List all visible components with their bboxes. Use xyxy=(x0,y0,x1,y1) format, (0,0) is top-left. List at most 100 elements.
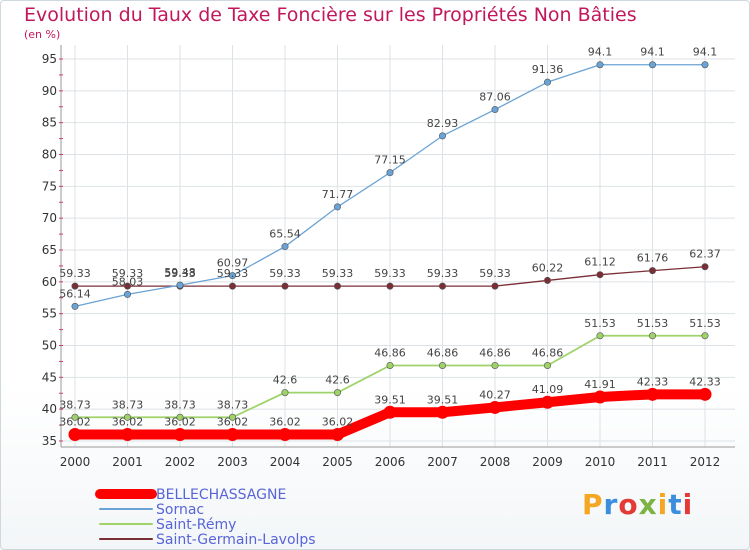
data-point xyxy=(701,61,709,69)
proxiti-logo: Proxiti xyxy=(582,488,693,521)
y-tick-label: 80 xyxy=(42,148,57,162)
data-label: 59.33 xyxy=(479,267,511,280)
data-label: 59.33 xyxy=(322,267,354,280)
data-label: 60.97 xyxy=(217,257,249,270)
data-point xyxy=(176,413,184,421)
data-label: 59.48 xyxy=(164,266,196,279)
x-tick-label: 2001 xyxy=(112,455,143,469)
data-label: 38.73 xyxy=(59,398,91,411)
data-label: 36.02 xyxy=(322,416,354,429)
data-label: 38.73 xyxy=(164,398,196,411)
data-point xyxy=(386,282,394,290)
y-tick-label: 65 xyxy=(42,243,57,257)
data-point xyxy=(124,282,132,290)
y-tick-label: 75 xyxy=(42,179,57,193)
data-point xyxy=(333,282,341,290)
grid xyxy=(61,45,735,447)
x-tick-label: 2008 xyxy=(480,455,511,469)
data-point xyxy=(701,263,709,271)
data-point xyxy=(543,276,551,284)
data-label: 36.02 xyxy=(217,416,249,429)
data-label: 60.22 xyxy=(532,261,564,274)
data-point xyxy=(229,413,237,421)
data-label: 59.33 xyxy=(374,267,406,280)
data-label: 56.14 xyxy=(59,287,91,300)
data-point xyxy=(121,428,134,442)
data-point xyxy=(173,428,187,442)
data-label: 58.03 xyxy=(112,275,144,288)
y-tick-label: 95 xyxy=(42,52,57,66)
data-point xyxy=(281,282,289,290)
chart-subtitle: (en %) xyxy=(24,28,61,41)
data-point xyxy=(281,389,289,397)
legend-label: Saint-Germain-Lavolps xyxy=(156,532,316,548)
data-label: 91.36 xyxy=(532,63,564,76)
data-label: 42.6 xyxy=(325,374,350,387)
data-label: 59.33 xyxy=(427,267,459,280)
data-label: 39.51 xyxy=(427,393,459,406)
data-point xyxy=(648,332,656,340)
data-point xyxy=(278,428,292,442)
data-label: 39.51 xyxy=(374,393,406,406)
data-label: 59.33 xyxy=(164,267,196,280)
y-tick-label: 50 xyxy=(42,339,57,353)
x-tick-label: 2000 xyxy=(60,455,91,469)
data-label: 36.02 xyxy=(59,416,91,429)
y-tick-label: 55 xyxy=(42,307,57,321)
data-label: 51.53 xyxy=(689,317,721,330)
data-label: 46.86 xyxy=(479,346,511,359)
y-tick-label: 85 xyxy=(42,116,57,130)
data-point xyxy=(698,387,712,401)
data-point xyxy=(386,361,394,369)
logo-letter: P xyxy=(582,488,604,521)
data-point xyxy=(68,428,82,442)
x-tick-label: 2011 xyxy=(637,455,668,469)
data-point xyxy=(71,413,79,421)
data-label: 59.33 xyxy=(59,267,91,280)
data-point xyxy=(646,387,659,401)
data-point xyxy=(541,395,554,409)
legend-label: Sornac xyxy=(156,502,204,518)
data-label: 77.15 xyxy=(374,154,406,167)
data-point xyxy=(281,243,289,251)
y-tick-label: 60 xyxy=(42,275,57,289)
data-point xyxy=(596,61,604,69)
data-label: 38.73 xyxy=(217,398,249,411)
logo-letter: r xyxy=(603,488,619,521)
data-label: 51.53 xyxy=(637,317,669,330)
data-point xyxy=(333,203,341,211)
chart-title: Evolution du Taux de Taxe Foncière sur l… xyxy=(24,4,637,26)
data-label: 36.02 xyxy=(164,416,196,429)
data-label: 41.09 xyxy=(532,383,564,396)
legend: BELLECHASSAGNESornacSaint-RémySaint-Germ… xyxy=(95,487,316,548)
x-tick-label: 2010 xyxy=(585,455,616,469)
x-tick-label: 2003 xyxy=(217,455,248,469)
data-point xyxy=(176,281,184,289)
data-point xyxy=(543,78,551,86)
data-point xyxy=(596,332,604,340)
data-label: 62.37 xyxy=(689,248,721,261)
data-point xyxy=(438,282,446,290)
data-point xyxy=(596,271,604,279)
data-point xyxy=(648,61,656,69)
data-point xyxy=(226,428,239,442)
data-label: 46.86 xyxy=(427,346,459,359)
logo-letter: o xyxy=(618,488,639,521)
data-label: 94.1 xyxy=(693,46,718,59)
data-label: 61.12 xyxy=(584,256,616,269)
logo-letter: i xyxy=(657,488,669,521)
data-point xyxy=(593,390,607,404)
data-label: 59.33 xyxy=(217,267,249,280)
data-point xyxy=(229,282,237,290)
data-label: 42.33 xyxy=(637,375,669,388)
legend-label: BELLECHASSAGNE xyxy=(156,487,286,503)
legend-label: Saint-Rémy xyxy=(156,517,236,533)
data-point xyxy=(438,132,446,140)
y-tick-label: 45 xyxy=(42,370,57,384)
y-tick-label: 90 xyxy=(42,84,57,98)
series-group xyxy=(68,61,712,442)
data-label: 82.93 xyxy=(427,117,459,130)
data-point xyxy=(491,361,499,369)
data-label: 87.06 xyxy=(479,91,511,104)
